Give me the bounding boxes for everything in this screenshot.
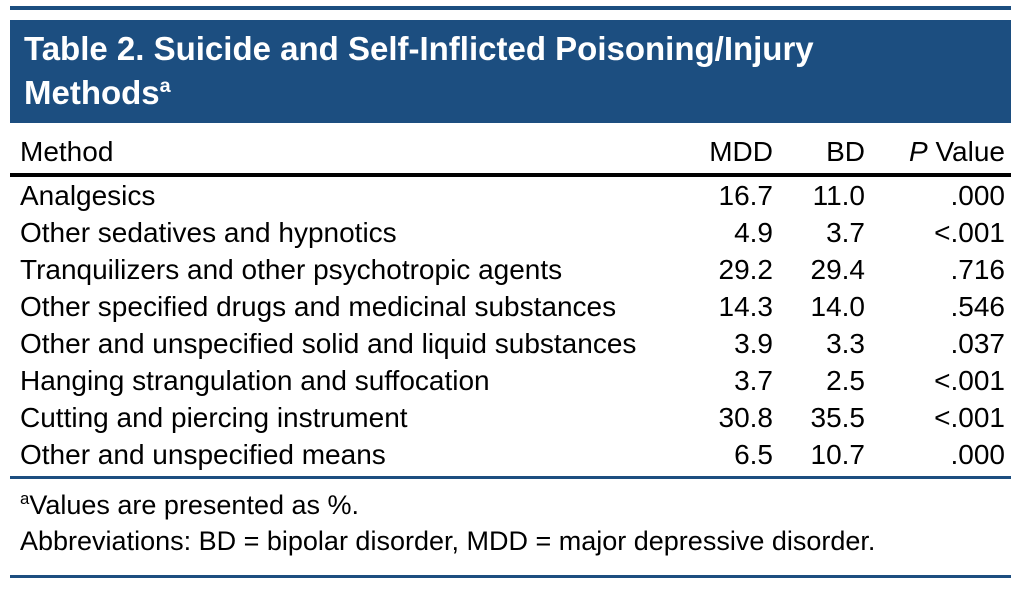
bd-cell: 11.0	[812, 180, 865, 211]
top-rule	[10, 6, 1011, 10]
p-italic-label: P	[908, 136, 928, 167]
table-row: Other and unspecified solid and liquid s…	[10, 325, 1011, 362]
table-row: Other specified drugs and medicinal subs…	[10, 288, 1011, 325]
bd-cell: 3.3	[826, 328, 865, 359]
pvalue-cell: .716	[950, 254, 1006, 285]
bd-cell: 10.7	[810, 439, 866, 470]
bd-cell: 14.0	[810, 291, 866, 322]
mdd-cell: 3.9	[734, 328, 773, 359]
column-header-pvalue: P Value	[865, 131, 1005, 173]
table-row: Cutting and piercing instrument 30.8 35.…	[10, 399, 1011, 436]
pvalue-cell: .546	[950, 291, 1006, 322]
table-row: Hanging strangulation and suffocation 3.…	[10, 362, 1011, 399]
bd-cell: 35.5	[810, 402, 866, 433]
column-header-row: Method MDD BD P Value	[10, 131, 1011, 173]
bottom-rule	[10, 575, 1011, 578]
pvalue-cell: <.001	[934, 217, 1005, 248]
table-row: Other sedatives and hypnotics 4.9 3.7 <.…	[10, 214, 1011, 251]
pvalue-cell: .037	[950, 328, 1006, 359]
footnote-text: Abbreviations: BD = bipolar disorder, MD…	[20, 526, 876, 556]
method-cell: Other specified drugs and medicinal subs…	[20, 291, 617, 322]
footnote-values: aValues are presented as %.	[20, 487, 1001, 523]
footnote-abbreviations: Abbreviations: BD = bipolar disorder, MD…	[20, 523, 1001, 559]
table-row: Analgesics 16.7 11.0 .000	[10, 177, 1011, 214]
method-cell: Tranquilizers and other psychotropic age…	[20, 254, 563, 285]
method-cell: Other and unspecified solid and liquid s…	[20, 328, 637, 359]
table-title-line1: Table 2. Suicide and Self-Inflicted Pois…	[24, 27, 1001, 71]
mdd-cell: 6.5	[734, 439, 773, 470]
column-header-method: Method	[20, 136, 114, 167]
mdd-cell: 30.8	[718, 402, 774, 433]
method-cell: Other and unspecified means	[20, 439, 386, 470]
table-title-banner: Table 2. Suicide and Self-Inflicted Pois…	[10, 20, 1011, 123]
method-cell: Analgesics	[20, 180, 156, 211]
method-cell: Hanging strangulation and suffocation	[20, 365, 490, 396]
pvalue-cell: .000	[950, 180, 1006, 211]
method-cell: Cutting and piercing instrument	[20, 402, 408, 433]
mdd-cell: 14.3	[718, 291, 774, 322]
footnote-text: Values are presented as %.	[29, 490, 360, 520]
bd-cell: 3.7	[826, 217, 865, 248]
pvalue-cell: .000	[950, 439, 1006, 470]
bd-cell: 29.4	[810, 254, 866, 285]
mdd-cell: 16.7	[718, 180, 774, 211]
value-label: Value	[927, 136, 1005, 167]
mdd-cell: 4.9	[734, 217, 773, 248]
table-title-text2: Methods	[24, 74, 160, 111]
pvalue-cell: <.001	[934, 365, 1005, 396]
table-title-text1: Table 2. Suicide and Self-Inflicted Pois…	[24, 30, 814, 67]
method-cell: Other sedatives and hypnotics	[20, 217, 397, 248]
table-body: Analgesics 16.7 11.0 .000 Other sedative…	[10, 177, 1011, 473]
bd-cell: 2.5	[826, 365, 865, 396]
table-row: Other and unspecified means 6.5 10.7 .00…	[10, 436, 1011, 473]
table-row: Tranquilizers and other psychotropic age…	[10, 251, 1011, 288]
mdd-cell: 29.2	[718, 254, 774, 285]
column-header-bd: BD	[826, 136, 865, 167]
header-divider-rule	[10, 173, 1011, 177]
table-title-line2: Methodsa	[24, 71, 1001, 115]
table-title-superscript: a	[159, 75, 171, 97]
mdd-cell: 3.7	[734, 365, 773, 396]
footnote-divider-rule	[10, 476, 1011, 479]
pvalue-cell: <.001	[934, 402, 1005, 433]
column-header-mdd: MDD	[709, 136, 773, 167]
footnotes: aValues are presented as %. Abbreviation…	[10, 479, 1011, 559]
footnote-superscript: a	[20, 489, 30, 508]
